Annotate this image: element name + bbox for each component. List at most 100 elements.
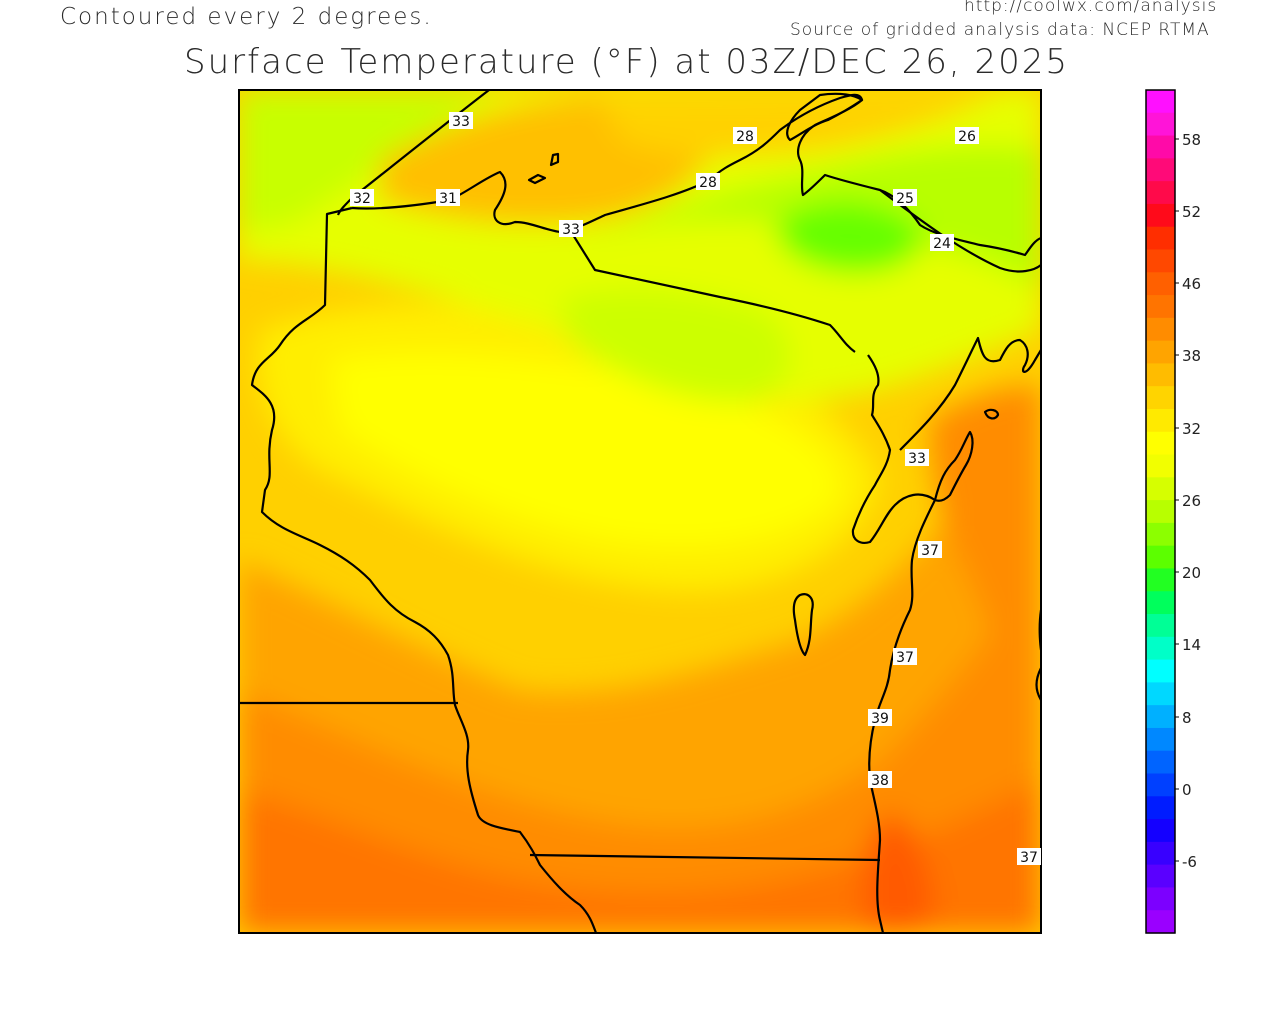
contour-label-box xyxy=(930,234,954,251)
contour-label-box xyxy=(449,112,473,129)
contour-label-box xyxy=(1017,848,1041,865)
wisconsin-south-border xyxy=(529,853,881,862)
contour-label: 25 xyxy=(893,189,917,207)
colorbar-segment xyxy=(1146,841,1175,866)
contour-label-box xyxy=(905,449,929,466)
contour-label-text: 32 xyxy=(353,191,371,207)
colorbar-segment xyxy=(1146,203,1175,228)
colorbar-segment xyxy=(1146,591,1175,615)
washington-island xyxy=(792,593,814,657)
contour-label: 24 xyxy=(930,234,954,252)
field-40-zone xyxy=(239,560,1041,933)
colorbar-segment xyxy=(1146,500,1175,524)
contour-label-text: 31 xyxy=(439,191,457,207)
contour-label-text: 39 xyxy=(871,711,889,727)
contour-label-box xyxy=(436,189,460,206)
mn-east-edge xyxy=(1035,667,1041,701)
contour-label: 33 xyxy=(559,220,583,238)
contour-label-box xyxy=(350,189,374,206)
colorbar-segment xyxy=(1146,181,1175,205)
colorbar-segment xyxy=(1146,431,1175,456)
contour-label: 31 xyxy=(436,189,460,207)
chambers-island xyxy=(983,408,1000,420)
map-title: Surface Temperature (°F) at 03Z/DEC 26, … xyxy=(184,42,1070,82)
colorbar-segment xyxy=(1146,705,1175,729)
colorbar-tick-label: 46 xyxy=(1182,275,1201,293)
colorbar-tick-label: 58 xyxy=(1182,131,1201,149)
michigan-wisconsin-border xyxy=(569,229,856,353)
field-28-zone xyxy=(330,351,841,548)
colorbar-segment xyxy=(1146,545,1175,570)
map-frame xyxy=(238,89,1042,934)
contour-label: 28 xyxy=(733,127,757,145)
contour-label-text: 28 xyxy=(736,129,754,145)
contour-label-text: 37 xyxy=(921,543,939,559)
contour-interval-note: Contoured every 2 degrees. xyxy=(60,4,433,30)
colorbar-segment xyxy=(1146,477,1175,501)
colorbar-segment xyxy=(1146,340,1175,365)
contour-label-box xyxy=(868,709,892,726)
colorbar xyxy=(1146,90,1175,934)
colorbar-tick-label: 52 xyxy=(1182,203,1201,221)
keweenaw-peninsula xyxy=(786,92,864,142)
isle-small-2 xyxy=(527,173,547,185)
colorbar-segment xyxy=(1146,522,1175,547)
field-44-zone xyxy=(863,814,934,933)
colorbar-tick-label: 32 xyxy=(1182,420,1201,438)
lake-michigan-west-shore xyxy=(851,354,937,933)
colorbar-segment xyxy=(1146,636,1175,661)
colorbar-segment xyxy=(1146,819,1175,843)
colorbar-segment xyxy=(1146,112,1175,137)
colorbar-tick-label: 8 xyxy=(1182,709,1192,727)
door-peninsula xyxy=(933,430,974,502)
field-20-zone xyxy=(777,201,922,273)
data-source-line: Source of gridded analysis data: NCEP RT… xyxy=(790,20,1210,40)
colorbar-segment xyxy=(1146,773,1175,797)
colorbar-tick-label: 26 xyxy=(1182,492,1201,510)
contour-label-text: 37 xyxy=(896,650,914,666)
colorbar-segment xyxy=(1146,727,1175,752)
contour-label: 37 xyxy=(1017,848,1041,866)
field-superior-east xyxy=(600,92,1000,157)
colorbar-segment xyxy=(1146,568,1175,592)
contour-label: 28 xyxy=(696,173,720,191)
contour-label: 26 xyxy=(955,127,979,145)
contour-label-text: 24 xyxy=(933,236,951,252)
contour-label: 39 xyxy=(868,709,892,727)
contour-label-text: 37 xyxy=(1020,850,1038,866)
contour-label-text: 28 xyxy=(699,175,717,191)
colorbar-segment xyxy=(1146,272,1175,296)
contour-label-box xyxy=(696,173,720,190)
contour-label-box xyxy=(893,189,917,206)
field-nw-green xyxy=(239,90,500,230)
colorbar-segment xyxy=(1146,295,1175,319)
contour-label-box xyxy=(559,220,583,237)
colorbar-segment xyxy=(1146,750,1175,775)
colorbar-tick-label: -6 xyxy=(1182,853,1197,871)
colorbar-segment xyxy=(1146,796,1175,820)
colorbar-frame xyxy=(1145,89,1176,934)
green-bay-shore xyxy=(899,336,1041,451)
colorbar-segment xyxy=(1146,158,1175,182)
field-lake-warm xyxy=(930,386,1041,720)
colorbar-segment xyxy=(1146,249,1175,273)
colorbar-ticks: 58 52 46 38 32 26 20 14 8 0 -6 xyxy=(1175,131,1201,871)
colorbar-segment xyxy=(1146,659,1175,683)
colorbar-segment xyxy=(1146,317,1175,342)
contour-label-text: 33 xyxy=(452,114,470,130)
contour-label: 37 xyxy=(893,648,917,666)
colorbar-tick-label: 20 xyxy=(1182,564,1201,582)
contour-label: 37 xyxy=(918,541,942,559)
colorbar-segment xyxy=(1146,454,1175,478)
temperature-field xyxy=(239,90,1041,933)
colorbar-segment xyxy=(1146,910,1175,934)
isle-small-1 xyxy=(549,152,560,167)
contour-label-box xyxy=(868,771,892,788)
contour-label-box xyxy=(918,541,942,558)
contour-label-box xyxy=(733,127,757,144)
wisconsin-west-border xyxy=(250,206,598,933)
colorbar-tick-label: 38 xyxy=(1182,347,1201,365)
contour-label: 38 xyxy=(868,771,892,789)
lake-michigan-east-shore xyxy=(879,189,1041,273)
